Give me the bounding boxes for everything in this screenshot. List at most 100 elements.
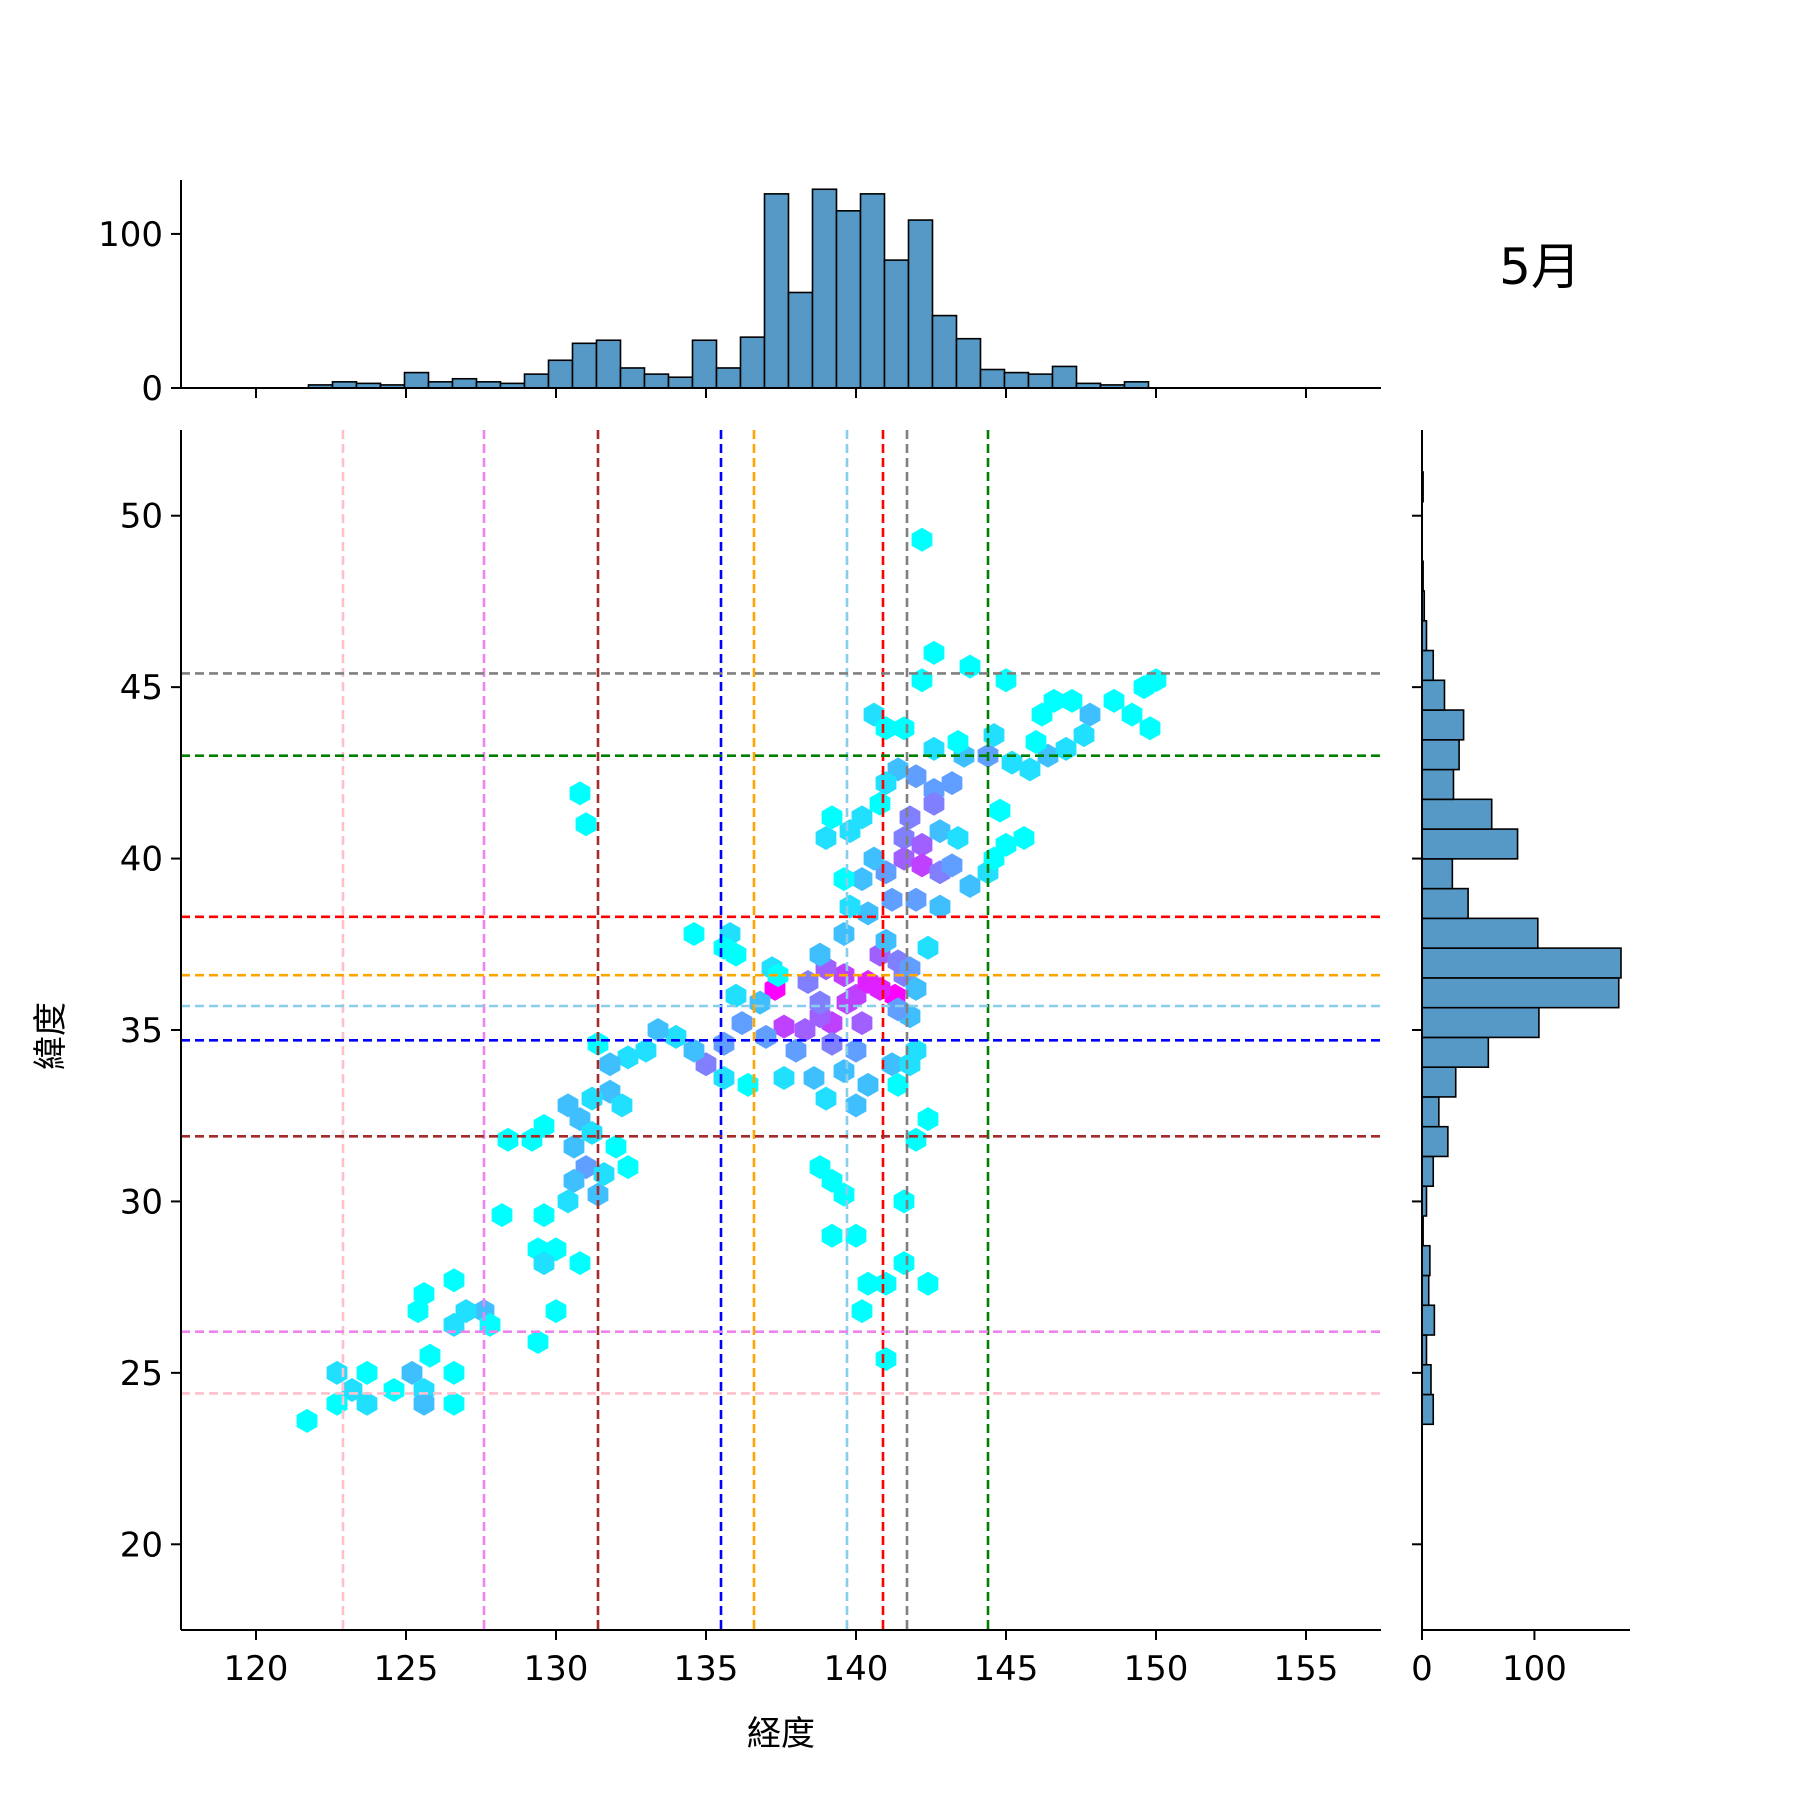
hexbin-cell xyxy=(911,832,933,857)
hexbin-cell xyxy=(296,1408,318,1433)
hexbin-cell xyxy=(407,1299,429,1324)
hexbin-layer xyxy=(296,527,1167,1433)
histogram-bar xyxy=(1421,887,1469,920)
x-tick-label: 135 xyxy=(674,1649,739,1689)
hexbin-cell xyxy=(1001,750,1023,775)
histogram-bar xyxy=(1421,828,1519,860)
hexbin-cell xyxy=(599,1052,621,1077)
hexbin-cell xyxy=(833,1059,855,1084)
hexbin-cell xyxy=(557,1189,579,1214)
hexbin-cell xyxy=(887,997,909,1022)
hexbin-cell xyxy=(557,1093,579,1118)
hexbin-cell xyxy=(929,894,951,919)
histogram-bar xyxy=(1421,858,1454,890)
histogram-bar xyxy=(859,193,886,389)
histogram-bar xyxy=(835,210,862,389)
hexbin-cell xyxy=(755,1024,777,1049)
histogram-bar xyxy=(883,259,910,389)
hexbin-cell xyxy=(401,1360,423,1385)
hexbin-cell xyxy=(773,1014,795,1039)
x-tick-label: 130 xyxy=(524,1649,589,1689)
histogram-bar xyxy=(811,188,838,389)
hexbin-cell xyxy=(881,1052,903,1077)
y-tick-label: 30 xyxy=(120,1182,163,1222)
right-hist-x-tick-label: 0 xyxy=(1411,1649,1433,1689)
hexbin-cell xyxy=(845,1223,867,1248)
hexbin-cell xyxy=(929,819,951,844)
hexbin-cell xyxy=(836,990,858,1015)
hexbin-cell xyxy=(665,1024,687,1049)
hexbin-cell xyxy=(1013,826,1035,850)
hexbin-cell xyxy=(1103,688,1125,713)
x-tick-label: 145 xyxy=(974,1649,1039,1689)
histogram-bar xyxy=(1421,1244,1431,1277)
hexbin-cell xyxy=(1043,688,1065,713)
hexbin-cell xyxy=(521,1127,543,1152)
histogram-bar xyxy=(1421,1066,1457,1098)
x-tick-label: 140 xyxy=(824,1649,889,1689)
hexbin-cell xyxy=(1061,688,1083,713)
hexbin-cell xyxy=(797,970,819,994)
x-tick-label: 120 xyxy=(224,1649,289,1689)
hexbin-cell xyxy=(1139,716,1161,741)
histogram-bar xyxy=(691,339,718,389)
hexbin-cell xyxy=(851,1011,873,1036)
histogram-bar xyxy=(955,337,982,389)
top-hist-y-tick-label: 100 xyxy=(98,215,163,255)
y-tick-label: 20 xyxy=(120,1525,163,1565)
histogram-bar xyxy=(643,373,670,389)
histogram-bar xyxy=(1421,739,1460,771)
hexbin-cell xyxy=(917,1271,939,1296)
histogram-bar xyxy=(1003,371,1030,389)
reference-lines xyxy=(181,430,1381,1630)
hexbin-cell xyxy=(875,771,897,796)
top-hist-y-tick-label: 0 xyxy=(141,369,163,409)
hexbin-cell xyxy=(527,1330,549,1354)
x-tick-label: 125 xyxy=(374,1649,439,1689)
histogram-bar xyxy=(1421,768,1455,801)
hexbin-cell xyxy=(611,1093,633,1118)
hexbin-cell xyxy=(833,922,855,946)
hexbin-cell xyxy=(1055,736,1077,761)
hexbin-cell xyxy=(923,791,945,816)
hexbin-cell xyxy=(617,1045,639,1070)
hexbin-cell xyxy=(911,853,933,878)
hexbin-cell xyxy=(881,887,903,912)
hexbin-cell xyxy=(851,805,873,830)
hexbin-cell xyxy=(575,812,597,837)
hexbin-cell xyxy=(851,867,873,892)
hexbin-cell xyxy=(587,1031,609,1056)
hexbin-cell xyxy=(869,791,891,816)
histogram-bar xyxy=(667,376,694,389)
histogram-bar xyxy=(1027,373,1054,389)
hexbin-cell xyxy=(959,874,981,898)
hexbin-cell xyxy=(413,1391,435,1416)
hexbin-cell xyxy=(1073,723,1095,748)
histogram-bar xyxy=(403,371,430,389)
hexbin-cell xyxy=(923,640,945,665)
x-tick-label: 150 xyxy=(1124,1649,1189,1689)
hexbin-cell xyxy=(821,805,843,830)
hexbin-cell xyxy=(893,716,915,741)
hexbin-cell xyxy=(941,771,963,796)
hexbin-cell xyxy=(1079,702,1101,727)
hexbin-cell xyxy=(857,901,879,926)
hexbin-cell xyxy=(845,1038,867,1063)
hexbin-cell xyxy=(731,1011,753,1036)
hexbin-cell xyxy=(899,1052,921,1077)
hexbin-cell xyxy=(683,922,705,946)
hexbin-cell xyxy=(533,1251,555,1276)
histogram-bar xyxy=(739,336,766,389)
hexbin-cell xyxy=(821,1031,843,1056)
hexbin-cell xyxy=(875,928,897,953)
hexbin-cell xyxy=(497,1127,519,1152)
y-tick-label: 40 xyxy=(120,840,163,880)
hexbin-cell xyxy=(821,1223,843,1248)
hexbin-cell xyxy=(785,1038,807,1063)
hexbin-cell xyxy=(887,1072,909,1097)
y-tick-label: 25 xyxy=(120,1354,163,1394)
chart-title: 5月 xyxy=(1499,238,1581,296)
hexbin-cell xyxy=(617,1155,639,1180)
histogram-bar xyxy=(1421,1363,1432,1396)
